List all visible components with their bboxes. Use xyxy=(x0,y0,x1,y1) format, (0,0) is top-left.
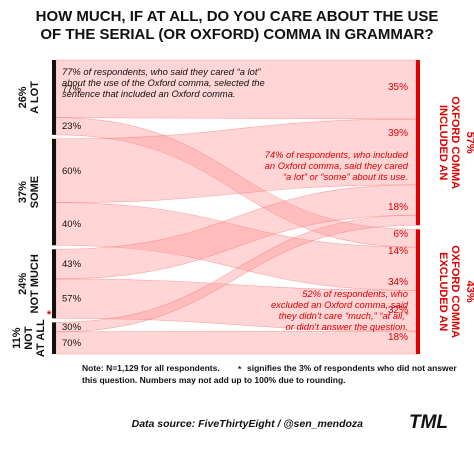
annotations: 77% of respondents, who said they cared … xyxy=(62,66,409,332)
left-group-name: A LOT xyxy=(29,81,41,114)
right-flow-pct: 18% xyxy=(388,332,408,343)
left-group-name: NOT MUCH xyxy=(29,254,41,313)
group-bars xyxy=(52,60,420,354)
left-flow-pct: 77% xyxy=(62,84,82,95)
annotation-line: 77% of respondents, who said they cared … xyxy=(62,66,261,77)
left-flow-pct: 43% xyxy=(62,259,82,270)
left-group-share: 26% xyxy=(17,86,29,108)
title-line: OF THE SERIAL (OR OXFORD) COMMA IN GRAMM… xyxy=(40,26,433,43)
right-flow-pct: 18% xyxy=(388,202,408,213)
left-flow-pct: 23% xyxy=(62,121,82,132)
right-group-name: OXFORD COMMA xyxy=(449,245,461,338)
annotation-line: 52% of respondents, who xyxy=(302,288,408,299)
left-flow-pct: 57% xyxy=(62,294,82,305)
annotation-line: 74% of respondents, who included xyxy=(265,149,409,160)
left-flow-pct: 30% xyxy=(62,322,82,333)
annotation-line: an Oxford comma, said they cared xyxy=(265,160,409,171)
right-group-bar xyxy=(416,60,420,226)
right-group-name: INCLUDED AN xyxy=(437,105,449,180)
left-group-share: 11% xyxy=(11,327,23,349)
right-group-share: 43% xyxy=(464,281,474,303)
right-group-label: INCLUDED AN OXFORD COMMA 57% xyxy=(437,96,474,189)
flow-ribbons xyxy=(55,59,417,355)
flow-ribbon xyxy=(55,330,417,355)
right-flow-pct: 39% xyxy=(388,128,408,139)
footnote-line: signifies the 3% of respondents who did … xyxy=(247,363,457,373)
annotation-line: excluded an Oxford comma, said xyxy=(271,299,409,310)
left-group-bar xyxy=(52,322,56,354)
right-group-bar xyxy=(416,229,420,354)
annotation-line: or didn’t answer the question. xyxy=(286,321,408,332)
right-group-name: EXCLUDED AN xyxy=(437,252,449,331)
left-group-label: 24% NOT MUCH xyxy=(17,254,41,313)
right-group-label: EXCLUDED AN OXFORD COMMA 43% xyxy=(437,245,474,338)
left-group-bar xyxy=(52,249,56,319)
left-group-share: 24% xyxy=(17,273,29,295)
right-flow-pct: 35% xyxy=(388,82,408,93)
title-line: HOW MUCH, IF AT ALL, DO YOU CARE ABOUT T… xyxy=(36,8,439,25)
left-flow-pct: 70% xyxy=(62,338,82,349)
left-group-name: SOME xyxy=(29,176,41,208)
right-flow-pct: 32% xyxy=(388,305,408,316)
data-source: Data source: FiveThirtyEight / @sen_mend… xyxy=(132,418,364,430)
left-group-label: 11% NOT AT ALL xyxy=(11,319,47,357)
annotation-a-lot-note: 77% of respondents, who said they cared … xyxy=(62,66,265,99)
left-flow-pct: 60% xyxy=(62,166,82,177)
right-group-share: 57% xyxy=(464,132,474,154)
right-flow-pct: 34% xyxy=(388,277,408,288)
group-labels: 26% A LOT 37% SOME 24% NOT MUCH 11% NOT AT ALL* I… xyxy=(11,81,474,357)
left-group-label: 37% SOME xyxy=(17,176,41,208)
annotation-line: “a lot” or “some” about its use. xyxy=(283,171,408,182)
chart-title: HOW MUCH, IF AT ALL, DO YOU CARE ABOUT T… xyxy=(36,8,439,43)
left-group-name: NOT xyxy=(23,326,35,350)
left-group-bar xyxy=(52,60,56,135)
left-flow-pct: 40% xyxy=(62,219,82,230)
annotation-line: sentence that included an Oxford comma. xyxy=(62,88,236,99)
annotation-line: they didn’t care “much,” “at all,” xyxy=(279,310,409,321)
annotation-line: about the use of the Oxford comma, selec… xyxy=(62,77,265,88)
no-answer-asterisk: * xyxy=(47,309,52,321)
left-group-bar xyxy=(52,138,56,246)
left-group-name: AT ALL xyxy=(35,319,47,357)
left-group-share: 37% xyxy=(17,181,29,203)
right-group-name: OXFORD COMMA xyxy=(449,96,461,189)
footnote-line: this question. Numbers may not add up to… xyxy=(82,375,346,385)
tml-logo: TML xyxy=(409,412,448,433)
footnote-line: Note: N=1,129 for all respondents. xyxy=(82,363,220,373)
footer: Note: N=1,129 for all respondents. * signi… xyxy=(82,363,457,433)
right-flow-pct: 14% xyxy=(388,246,408,257)
right-flow-pct: 6% xyxy=(394,229,409,240)
footnote-asterisk: * xyxy=(238,364,242,374)
left-group-label: 26% A LOT xyxy=(17,81,41,114)
